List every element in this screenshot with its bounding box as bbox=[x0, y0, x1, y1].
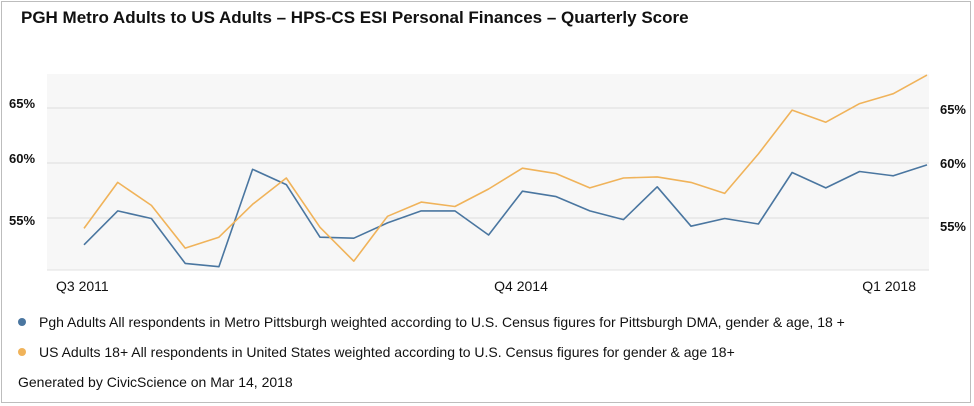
legend-item-us[interactable]: US Adults 18+ All respondents in United … bbox=[18, 344, 735, 360]
legend-label-pgh: Pgh Adults All respondents in Metro Pitt… bbox=[39, 314, 845, 330]
y-tick-left-2: 55% bbox=[9, 213, 35, 228]
x-tick-2: Q1 2018 bbox=[862, 278, 916, 294]
legend-marker-us bbox=[18, 348, 26, 356]
y-tick-right-2: 55% bbox=[940, 219, 966, 234]
x-tick-1: Q4 2014 bbox=[494, 278, 548, 294]
y-tick-right-0: 65% bbox=[940, 102, 966, 117]
x-tick-0: Q3 2011 bbox=[56, 278, 109, 294]
legend-label-us: US Adults 18+ All respondents in United … bbox=[39, 344, 735, 360]
generated-by-note: Generated by CivicScience on Mar 14, 201… bbox=[18, 374, 293, 390]
y-tick-left-0: 65% bbox=[9, 96, 35, 111]
legend-marker-pgh bbox=[18, 318, 26, 326]
y-tick-right-1: 60% bbox=[940, 156, 966, 171]
y-tick-left-1: 60% bbox=[9, 151, 35, 166]
legend-item-pgh[interactable]: Pgh Adults All respondents in Metro Pitt… bbox=[18, 314, 845, 330]
